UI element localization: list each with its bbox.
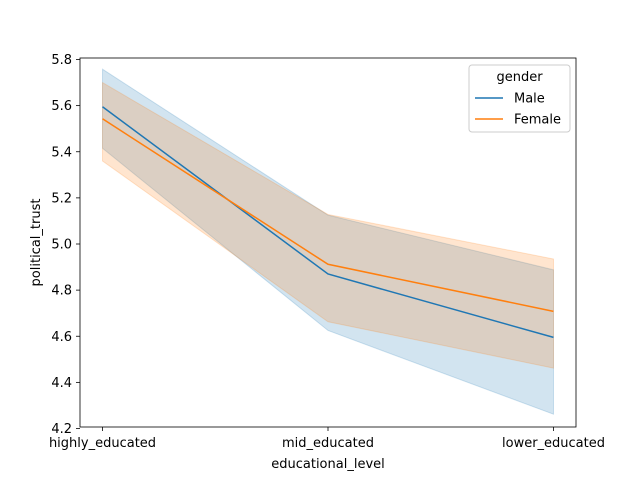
x-tick-label: lower_educated bbox=[502, 436, 605, 451]
y-tick-label: 5.8 bbox=[51, 53, 72, 68]
y-tick-label: 5.4 bbox=[51, 145, 72, 160]
y-tick-label: 4.2 bbox=[51, 422, 72, 437]
x-tick-label: mid_educated bbox=[282, 436, 374, 451]
y-tick-label: 5.2 bbox=[51, 191, 72, 206]
y-tick-label: 5.0 bbox=[51, 238, 72, 253]
legend-label-female: Female bbox=[514, 113, 561, 128]
legend-label-male: Male bbox=[514, 92, 545, 107]
y-tick-label: 4.6 bbox=[51, 330, 72, 345]
y-tick-label: 4.8 bbox=[51, 284, 72, 299]
legend-title: gender bbox=[496, 70, 543, 85]
y-tick-label: 4.4 bbox=[51, 376, 72, 391]
x-axis-label: educational_level bbox=[271, 457, 385, 472]
legend: gender Male Female bbox=[469, 65, 570, 132]
x-tick-label: highly_educated bbox=[49, 436, 156, 451]
y-tick-label: 5.6 bbox=[51, 99, 72, 114]
y-axis-label: political_trust bbox=[29, 199, 44, 287]
